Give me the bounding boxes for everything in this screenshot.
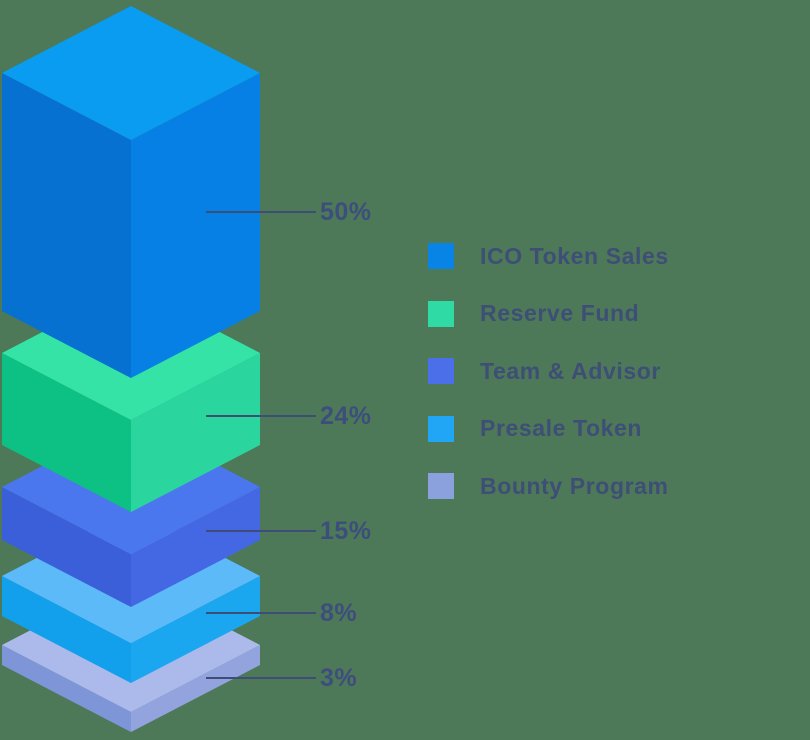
legend-swatch-bounty [428, 473, 454, 499]
legend-swatch-presale [428, 415, 454, 442]
ico-left-face [2, 73, 131, 378]
legend-swatch-team [428, 358, 454, 384]
percent-label-reserve: 24% [320, 402, 372, 430]
legend-item-presale-token: Presale Token [428, 415, 669, 442]
team-right-face [131, 487, 260, 607]
reserve-right-face [131, 353, 260, 512]
reserve-left-face [2, 353, 131, 512]
legend-item-team-advisor: Team & Advisor [428, 358, 669, 384]
leader-lines [206, 211, 316, 679]
legend-label-presale: Presale Token [480, 415, 643, 441]
legend-swatch-reserve [428, 300, 454, 327]
percent-label-team: 15% [320, 517, 372, 545]
percent-labels: 50% 24% 15% 8% 3% [320, 198, 372, 692]
legend-item-ico-token-sales: ICO Token Sales [428, 243, 669, 269]
bounty-right-face [131, 645, 260, 732]
legend-label-reserve: Reserve Fund [480, 300, 640, 326]
ico-right-face [131, 73, 260, 378]
percent-label-presale: 8% [320, 599, 357, 627]
bounty-left-face [2, 645, 131, 732]
isometric-stack: 50% 24% 15% 8% 3% [2, 6, 372, 732]
presale-left-face [2, 576, 131, 683]
legend-swatch-ico [428, 243, 454, 269]
legend-label-ico: ICO Token Sales [480, 242, 669, 269]
legend-label-team: Team & Advisor [480, 357, 661, 384]
presale-right-face [131, 576, 260, 683]
ico-top-face [2, 6, 260, 140]
legend-item-bounty-program: Bounty Program [428, 473, 669, 499]
block-ico-token-sales [2, 6, 260, 378]
percent-label-ico: 50% [320, 198, 372, 226]
team-left-face [2, 487, 131, 607]
legend-item-reserve-fund: Reserve Fund [428, 300, 669, 327]
percent-label-bounty: 3% [320, 664, 357, 692]
legend-label-bounty: Bounty Program [480, 472, 669, 499]
legend: ICO Token Sales Reserve Fund Team & Advi… [428, 243, 669, 499]
